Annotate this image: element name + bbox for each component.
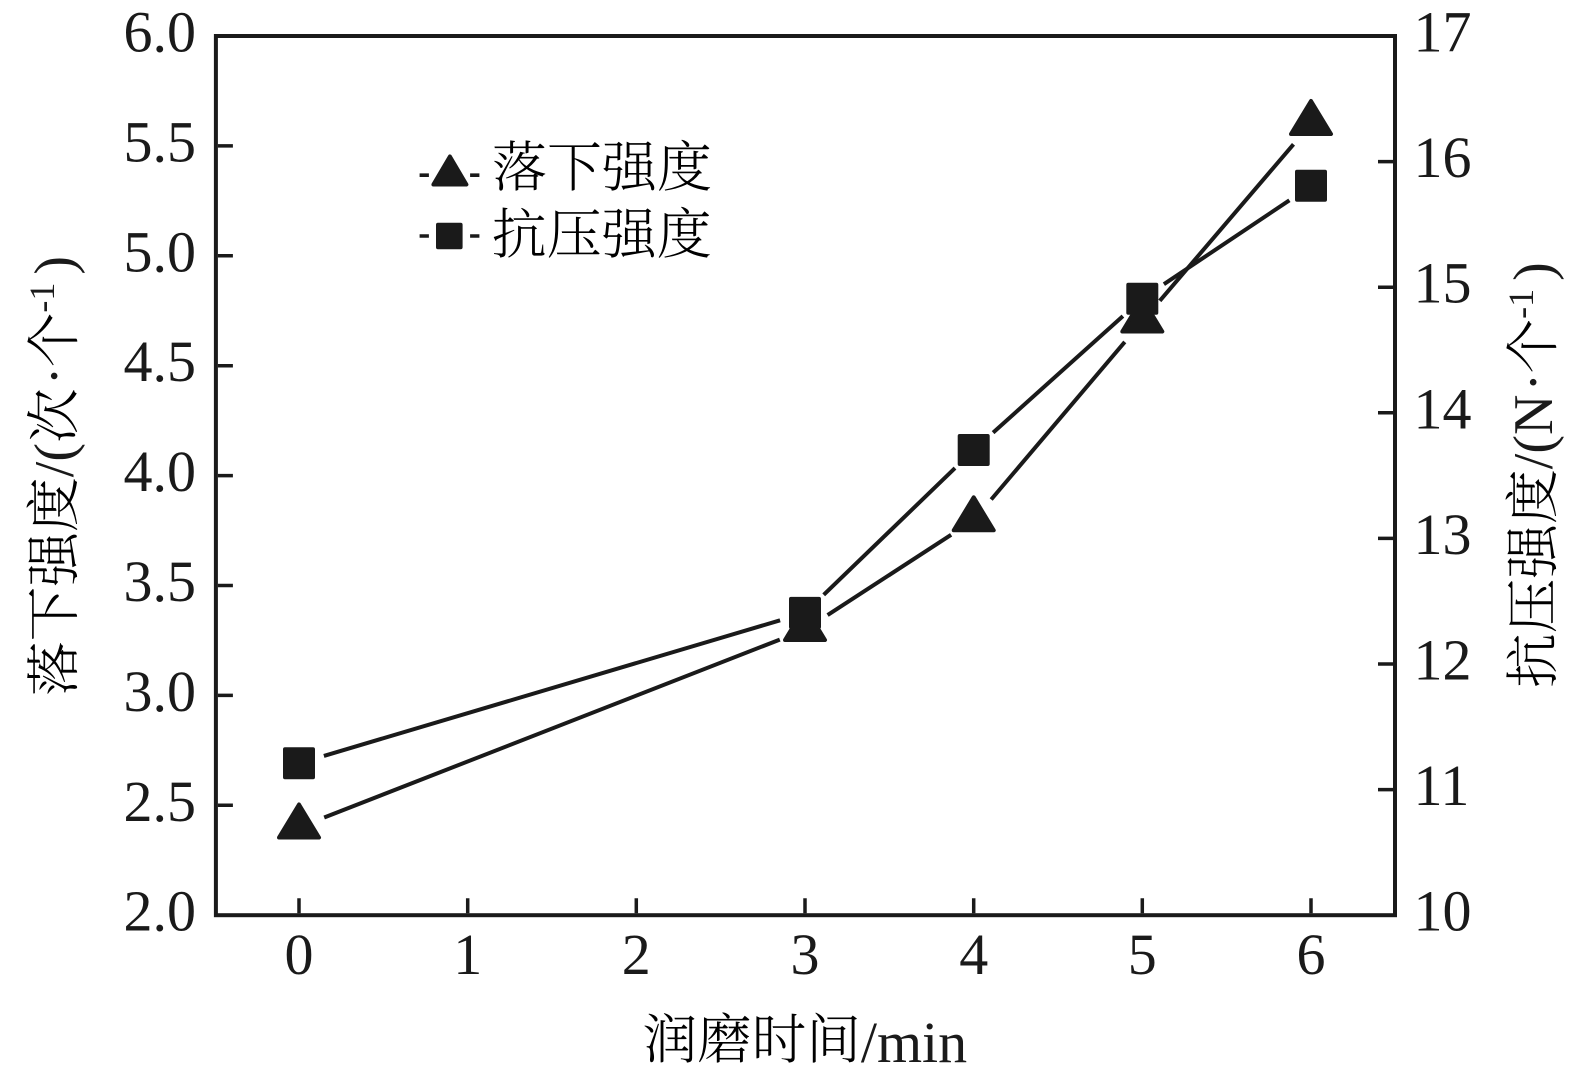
svg-text:1: 1 <box>453 922 482 987</box>
svg-text:): ) <box>24 256 86 275</box>
svg-text:4.5: 4.5 <box>124 329 197 394</box>
svg-text:3.5: 3.5 <box>124 549 197 614</box>
svg-text:N: N <box>1503 395 1565 435</box>
svg-text:): ) <box>1503 262 1565 281</box>
svg-text:6: 6 <box>1297 922 1326 987</box>
svg-text:2.5: 2.5 <box>124 769 197 834</box>
svg-text:2.0: 2.0 <box>124 879 197 944</box>
svg-text:4: 4 <box>959 922 988 987</box>
svg-text:5.5: 5.5 <box>124 109 197 174</box>
svg-text:5: 5 <box>1128 922 1157 987</box>
svg-text:17: 17 <box>1414 0 1472 65</box>
svg-text:/(: /( <box>1503 435 1565 469</box>
svg-text:3.0: 3.0 <box>124 659 197 724</box>
svg-text:3: 3 <box>791 922 820 987</box>
svg-text:4.0: 4.0 <box>124 439 197 504</box>
svg-text:-1: -1 <box>1501 289 1541 319</box>
svg-text:11: 11 <box>1414 753 1470 818</box>
svg-text:14: 14 <box>1414 376 1472 441</box>
svg-text:13: 13 <box>1414 502 1472 567</box>
svg-text:16: 16 <box>1414 125 1472 190</box>
svg-text:/min: /min <box>861 1010 967 1075</box>
svg-text:·: · <box>24 367 86 386</box>
svg-text:-1: -1 <box>22 283 62 313</box>
svg-text:·: · <box>1503 373 1565 392</box>
svg-text:6.0: 6.0 <box>124 0 197 65</box>
svg-text:10: 10 <box>1414 879 1472 944</box>
svg-text:2: 2 <box>622 922 651 987</box>
svg-text:5.0: 5.0 <box>124 219 197 284</box>
svg-text:15: 15 <box>1414 251 1472 316</box>
svg-text:/(: /( <box>24 443 86 477</box>
svg-text:0: 0 <box>285 922 314 987</box>
svg-text:12: 12 <box>1414 628 1472 693</box>
